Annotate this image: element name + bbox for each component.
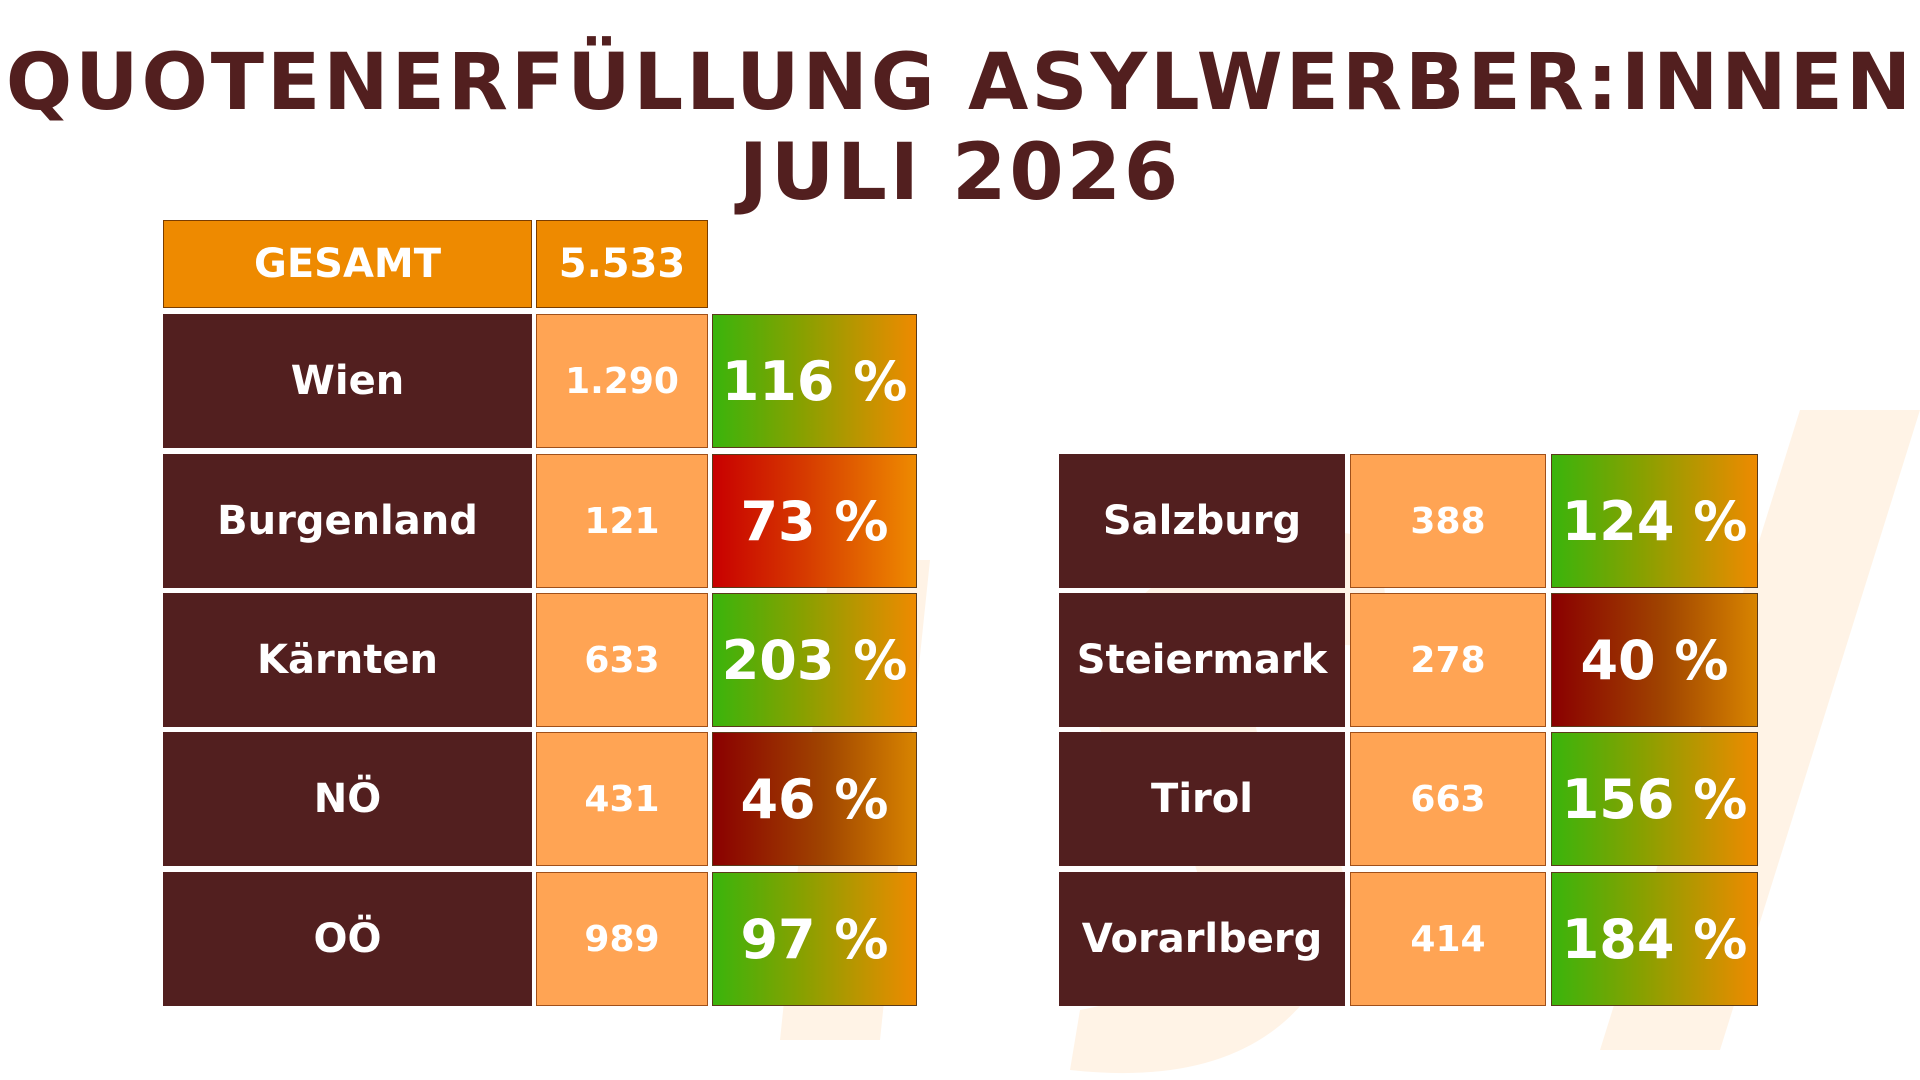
quota-count: 431 [536, 732, 708, 866]
quota-percent: 46 % [712, 732, 917, 866]
state-name: Steiermark [1059, 593, 1345, 727]
quota-count: 989 [536, 872, 708, 1006]
state-name: Salzburg [1059, 454, 1345, 588]
total-label: GESAMT [163, 220, 532, 308]
state-name: NÖ [163, 732, 532, 866]
state-name: Burgenland [163, 454, 532, 588]
quota-count: 388 [1350, 454, 1546, 588]
quota-percent: 203 % [712, 593, 917, 727]
chart-title: QUOTENERFÜLLUNG ASYLWERBER:INNEN JULI 20… [5, 38, 1915, 218]
quota-percent: 184 % [1551, 872, 1758, 1006]
quota-count: 414 [1350, 872, 1546, 1006]
quota-percent: 156 % [1551, 732, 1758, 866]
state-name: Kärnten [163, 593, 532, 727]
state-name: Tirol [1059, 732, 1345, 866]
quota-count: 278 [1350, 593, 1546, 727]
quota-percent: 40 % [1551, 593, 1758, 727]
quota-percent: 97 % [712, 872, 917, 1006]
state-name: Wien [163, 314, 532, 448]
total-value: 5.533 [536, 220, 708, 308]
state-name: Vorarlberg [1059, 872, 1345, 1006]
quota-count: 1.290 [536, 314, 708, 448]
quota-percent: 124 % [1551, 454, 1758, 588]
quota-percent: 73 % [712, 454, 917, 588]
quota-percent: 116 % [712, 314, 917, 448]
quota-count: 121 [536, 454, 708, 588]
state-name: OÖ [163, 872, 532, 1006]
quota-count: 633 [536, 593, 708, 727]
quota-count: 663 [1350, 732, 1546, 866]
